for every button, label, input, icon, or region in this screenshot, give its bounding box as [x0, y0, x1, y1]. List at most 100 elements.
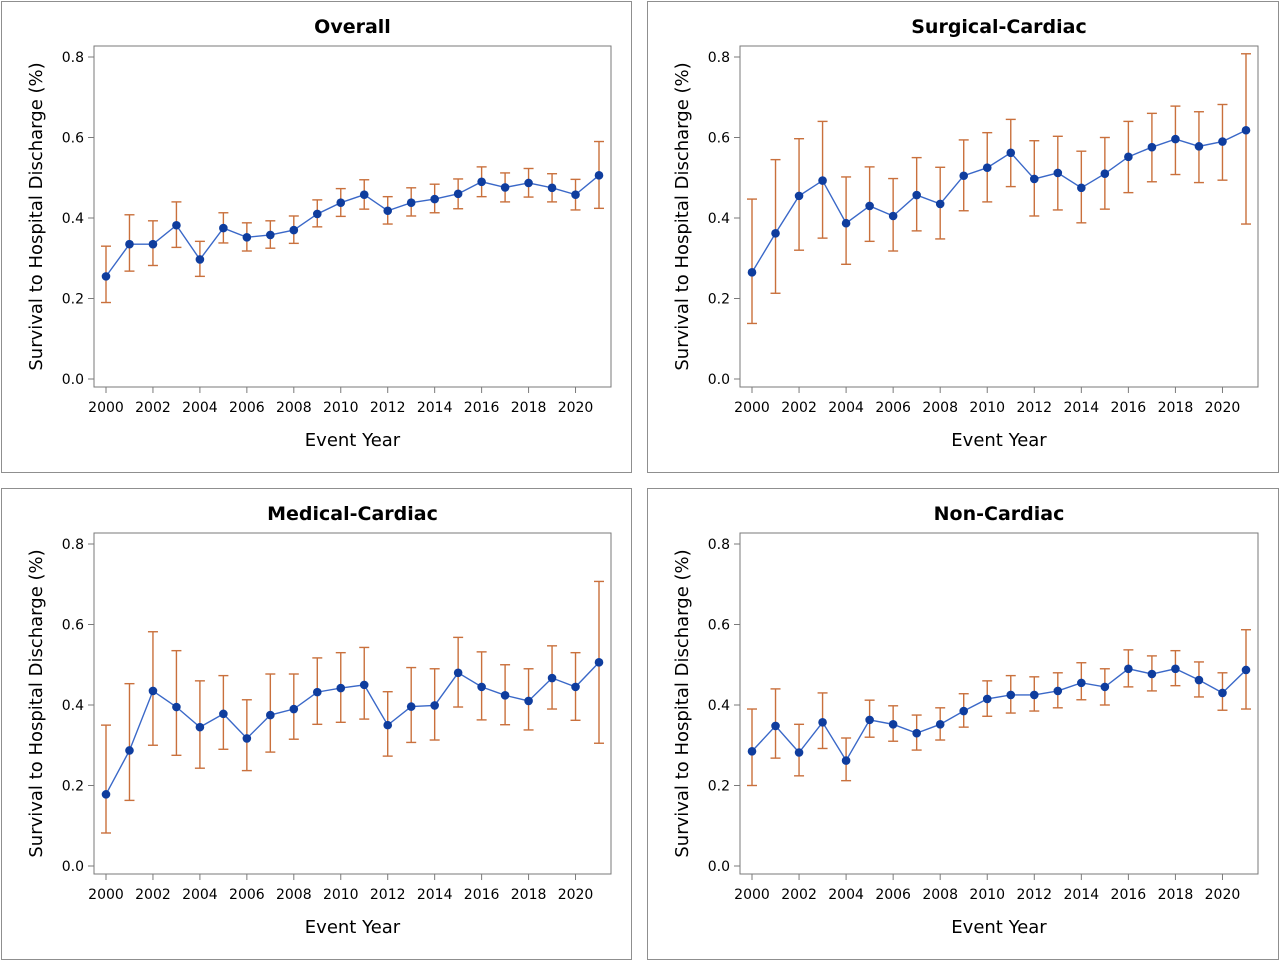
data-point-2008 [289, 225, 299, 235]
y-tick-label: 0.4 [708, 211, 730, 227]
data-point-2017 [1147, 142, 1157, 152]
data-point-2020 [571, 190, 580, 199]
chart-surgical-cardiac: Surgical-Cardiac 0.0 0.2 0.4 0.6 0.8 2000 2002 2… [672, 16, 1259, 451]
y-tick-label: 0.8 [62, 537, 84, 553]
x-tick-label: 2008 [922, 400, 958, 416]
data-point-2004 [841, 218, 851, 228]
y-axis-label: Survival to Hospital Discharge (%) [26, 62, 47, 370]
x-tick-label: 2016 [464, 400, 500, 416]
data-point-2017 [500, 691, 510, 700]
series-line [751, 668, 1247, 762]
x-tick-label: 2012 [1016, 887, 1052, 903]
x-tick-label: 2016 [1111, 887, 1147, 903]
y-axis-label: Survival to Hospital Discharge (%) [672, 62, 693, 370]
data-point-2014 [1077, 183, 1086, 193]
x-tick-label: 2008 [922, 887, 958, 903]
chart-title: Surgical-Cardiac [911, 16, 1087, 38]
x-tick-label: 2018 [511, 887, 547, 903]
data-point-2003 [172, 220, 181, 230]
x-tick-label: 2010 [969, 400, 1005, 416]
data-point-2015 [453, 668, 463, 678]
data-point-2005 [219, 223, 228, 233]
x-tick-label: 2020 [558, 887, 594, 903]
data-point-2019 [547, 673, 557, 683]
data-point-2015 [1100, 682, 1110, 692]
plot-frame [739, 532, 1259, 875]
data-point-2018 [1171, 664, 1180, 674]
x-tick-label: 2016 [464, 887, 500, 903]
data-point-2006 [888, 211, 898, 221]
data-point-2019 [547, 183, 557, 193]
y-tick-label: 0.4 [62, 211, 84, 227]
error-bar-2021 [1241, 53, 1251, 225]
data-point-2010 [982, 694, 992, 704]
y-tick-label: 0.2 [708, 779, 730, 795]
x-tick-label: 2000 [734, 400, 770, 416]
data-point-2008 [935, 720, 945, 729]
data-point-2019 [1194, 675, 1204, 685]
y-tick-label: 0.2 [708, 292, 730, 308]
data-point-2013 [1053, 168, 1063, 178]
x-tick-label: 2010 [323, 400, 359, 416]
data-point-2017 [1147, 669, 1157, 679]
chart-title: Medical-Cardiac [267, 503, 438, 525]
x-tick-label: 2018 [1158, 400, 1194, 416]
data-point-2003 [818, 718, 827, 727]
data-point-2006 [242, 233, 252, 242]
x-tick-label: 2020 [1205, 400, 1241, 416]
data-point-2000 [101, 790, 111, 799]
x-axis-label: Event Year [305, 430, 401, 451]
data-point-2018 [1171, 134, 1180, 144]
chart-title: Overall [314, 16, 391, 38]
data-point-2002 [148, 686, 158, 696]
data-point-2014 [430, 194, 439, 204]
data-point-2001 [125, 239, 134, 249]
data-point-2013 [406, 198, 416, 208]
data-point-2000 [747, 746, 757, 756]
y-tick-label: 0.0 [62, 859, 84, 875]
x-tick-label: 2012 [370, 887, 406, 903]
data-point-2014 [1077, 678, 1086, 688]
data-point-2005 [865, 201, 874, 211]
data-point-2004 [195, 722, 205, 732]
error-bar-2001 [770, 158, 781, 294]
data-point-2002 [148, 239, 158, 249]
x-tick-label: 2002 [135, 887, 171, 903]
data-point-2015 [1100, 169, 1110, 179]
x-tick-label: 2008 [276, 400, 312, 416]
chart-overall: Overall 0.0 0.2 0.4 0.6 0.8 2000 2002 2004 2006 20… [26, 16, 612, 451]
data-point-2012 [383, 206, 393, 216]
data-point-2001 [771, 721, 780, 731]
error-bar-2001 [124, 682, 135, 802]
data-point-2011 [1006, 148, 1016, 158]
y-tick-label: 0.4 [62, 698, 84, 714]
x-tick-label: 2002 [781, 887, 817, 903]
x-tick-label: 2006 [875, 887, 911, 903]
data-point-2016 [1124, 664, 1133, 674]
data-point-2016 [477, 682, 486, 692]
data-point-2006 [888, 720, 898, 729]
x-tick-label: 2004 [182, 887, 218, 903]
data-point-2002 [794, 191, 804, 201]
data-point-2018 [524, 178, 533, 188]
data-point-2012 [383, 720, 393, 730]
error-bar-2000 [101, 724, 111, 834]
data-point-2019 [1194, 142, 1204, 151]
x-tick-label: 2018 [1158, 887, 1194, 903]
y-axis-label: Survival to Hospital Discharge (%) [26, 549, 47, 857]
data-point-2020 [571, 682, 580, 692]
data-point-2005 [865, 715, 874, 725]
data-point-2021 [1241, 125, 1251, 135]
data-point-2001 [125, 746, 134, 755]
data-point-2000 [747, 268, 757, 277]
x-tick-label: 2004 [828, 887, 864, 903]
data-point-2003 [818, 176, 827, 185]
data-point-2007 [266, 710, 275, 720]
data-point-2013 [1053, 686, 1063, 696]
y-tick-label: 0.0 [708, 859, 730, 875]
x-tick-label: 2010 [323, 887, 359, 903]
x-axis-label: Event Year [305, 917, 401, 938]
y-tick-label: 0.0 [62, 372, 84, 388]
data-point-2021 [594, 658, 604, 667]
data-point-2009 [312, 687, 322, 697]
